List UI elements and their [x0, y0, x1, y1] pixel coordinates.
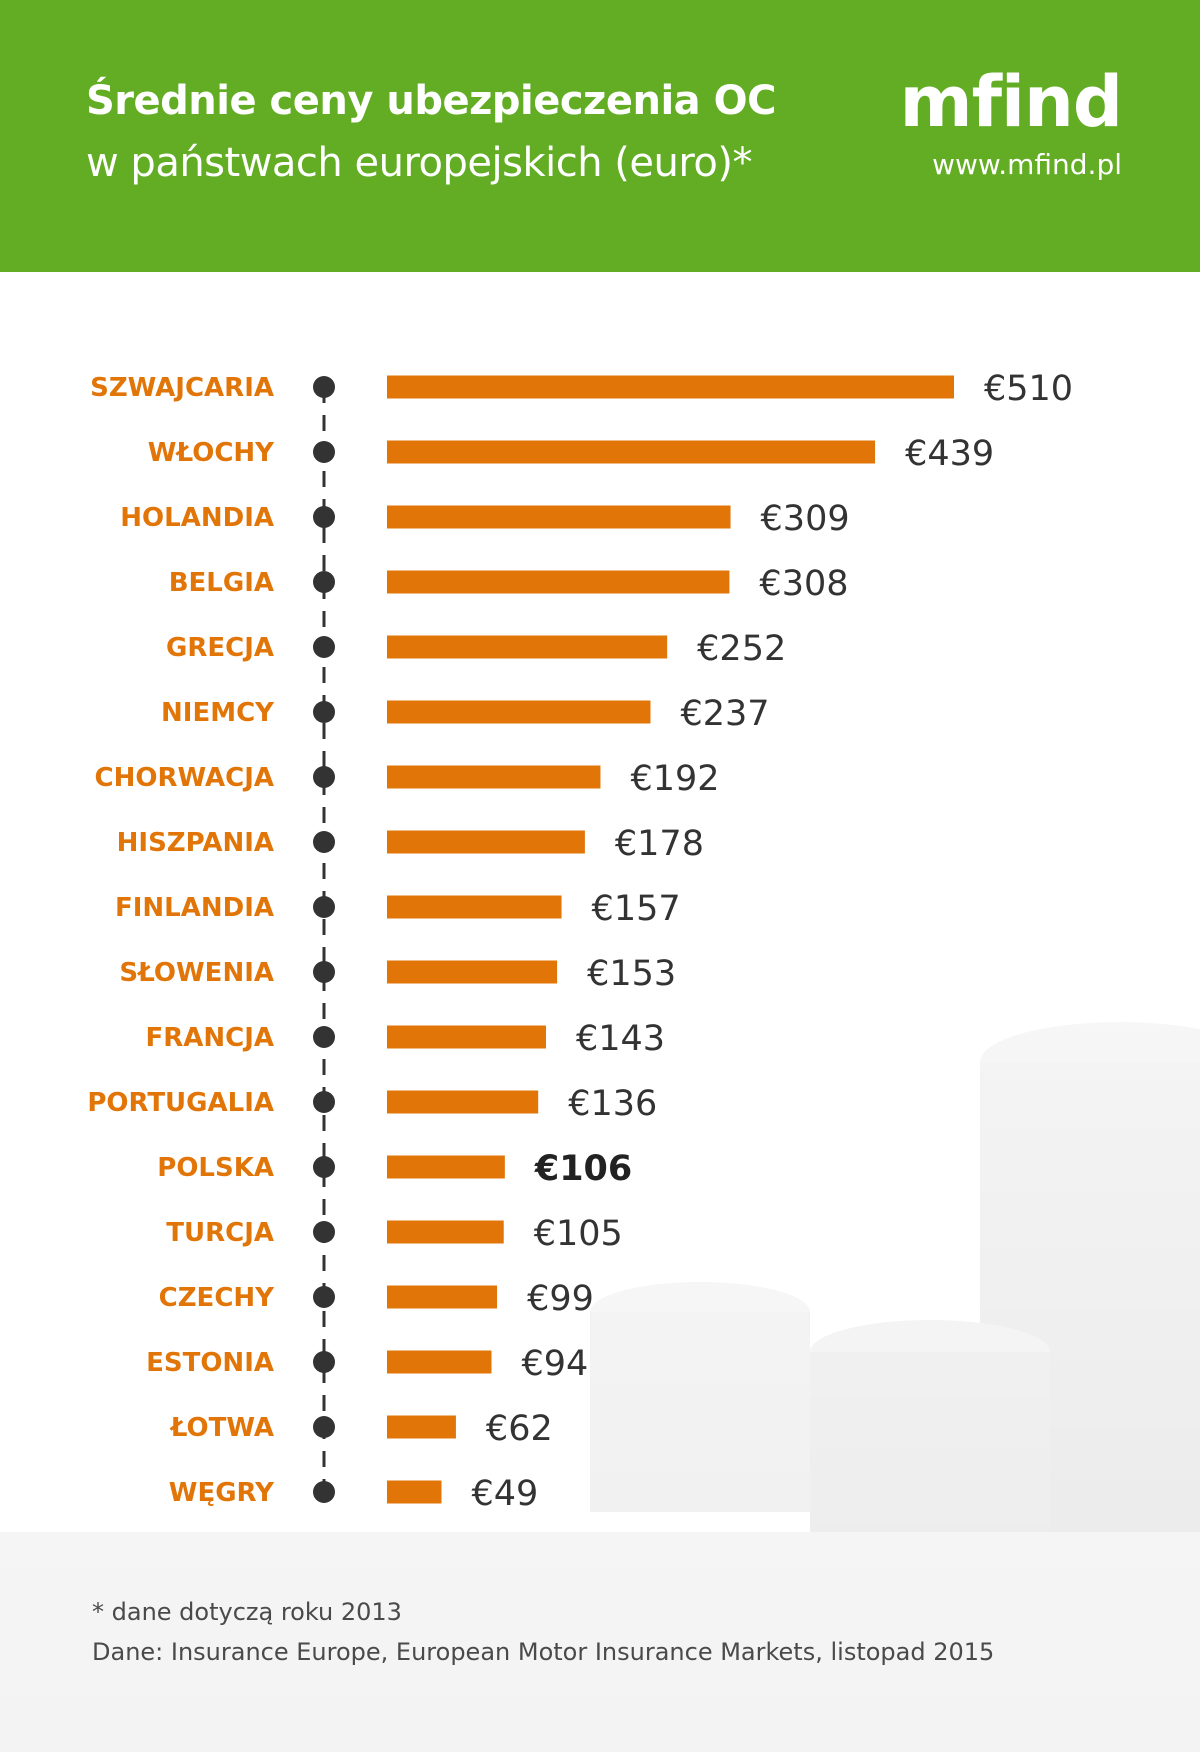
- category-label: TURCJA: [166, 1218, 274, 1248]
- source-note: Dane: Insurance Europe, European Motor I…: [92, 1638, 995, 1666]
- bar: [387, 1025, 546, 1049]
- row-dot: [313, 441, 335, 463]
- bar: [387, 570, 730, 594]
- category-label: GRECJA: [166, 633, 274, 663]
- category-label: CZECHY: [159, 1283, 276, 1313]
- category-label: POLSKA: [157, 1153, 274, 1183]
- bar: [387, 765, 601, 789]
- value-label: €94: [522, 1344, 589, 1384]
- row-dot: [313, 636, 335, 658]
- category-label: FRANCJA: [145, 1023, 274, 1053]
- row-dot: [313, 766, 335, 788]
- bar: [387, 635, 668, 659]
- header-banner: Średnie ceny ubezpieczenia OC w państwac…: [0, 0, 1200, 272]
- bar: [387, 700, 651, 724]
- category-label: SŁOWENIA: [119, 958, 274, 988]
- category-label: FINLANDIA: [115, 893, 274, 923]
- row-dot: [313, 701, 335, 723]
- chart-title: Średnie ceny ubezpieczenia OC: [86, 78, 776, 124]
- value-label: €237: [680, 694, 769, 734]
- category-label: SZWAJCARIA: [90, 373, 274, 403]
- row-dot: [313, 1091, 335, 1113]
- value-label: €252: [697, 629, 786, 669]
- value-label: €157: [592, 889, 681, 929]
- bar: [387, 1155, 505, 1179]
- value-label: €105: [534, 1214, 623, 1254]
- category-label: BELGIA: [169, 568, 274, 598]
- category-label: HISZPANIA: [117, 828, 274, 858]
- bar: [387, 1090, 539, 1114]
- bar: [387, 1285, 498, 1309]
- row-dot: [313, 1156, 335, 1178]
- row-dot: [313, 376, 335, 398]
- category-label: WĘGRY: [169, 1478, 275, 1508]
- category-label: WŁOCHY: [148, 438, 275, 468]
- row-dot: [313, 961, 335, 983]
- value-label: €143: [576, 1019, 665, 1059]
- bar: [387, 1350, 492, 1374]
- value-label: €308: [759, 564, 848, 604]
- value-label: €153: [587, 954, 676, 994]
- row-dot: [313, 1481, 335, 1503]
- value-label: €439: [905, 434, 994, 474]
- bar: [387, 895, 562, 919]
- row-dot: [313, 1286, 335, 1308]
- value-label: €309: [761, 499, 850, 539]
- value-label: €136: [568, 1084, 657, 1124]
- category-label: ŁOTWA: [169, 1413, 274, 1443]
- row-dot: [313, 1221, 335, 1243]
- bar: [387, 960, 558, 984]
- row-dot: [313, 1351, 335, 1373]
- value-label: €62: [486, 1409, 553, 1449]
- chart-subtitle: w państwach europejskich (euro)*: [86, 140, 753, 186]
- row-dot: [313, 831, 335, 853]
- bar: [387, 1415, 456, 1439]
- row-dot: [313, 1416, 335, 1438]
- bar: [387, 1480, 442, 1504]
- bar: [387, 1220, 504, 1244]
- category-label: PORTUGALIA: [87, 1088, 274, 1118]
- value-label: €106: [534, 1149, 632, 1189]
- category-label: ESTONIA: [146, 1348, 274, 1378]
- mfind-logo[interactable]: mfind: [900, 62, 1123, 142]
- bar: [387, 830, 585, 854]
- row-dot: [313, 571, 335, 593]
- bar: [387, 505, 731, 529]
- row-dot: [313, 896, 335, 918]
- category-label: CHORWACJA: [95, 763, 274, 793]
- bar: [387, 440, 876, 464]
- logo-text: mfind: [899, 61, 1123, 143]
- row-dot: [313, 506, 335, 528]
- site-url-link[interactable]: www.mfind.pl: [932, 148, 1122, 181]
- category-label: HOLANDIA: [120, 503, 274, 533]
- value-label: €192: [630, 759, 719, 799]
- value-label: €510: [984, 369, 1073, 409]
- value-label: €99: [527, 1279, 594, 1319]
- category-label: NIEMCY: [161, 698, 275, 728]
- row-dot: [313, 1026, 335, 1048]
- value-label: €178: [615, 824, 704, 864]
- bar: [387, 375, 954, 399]
- footnote: * dane dotyczą roku 2013: [92, 1598, 402, 1626]
- value-label: €49: [471, 1474, 538, 1514]
